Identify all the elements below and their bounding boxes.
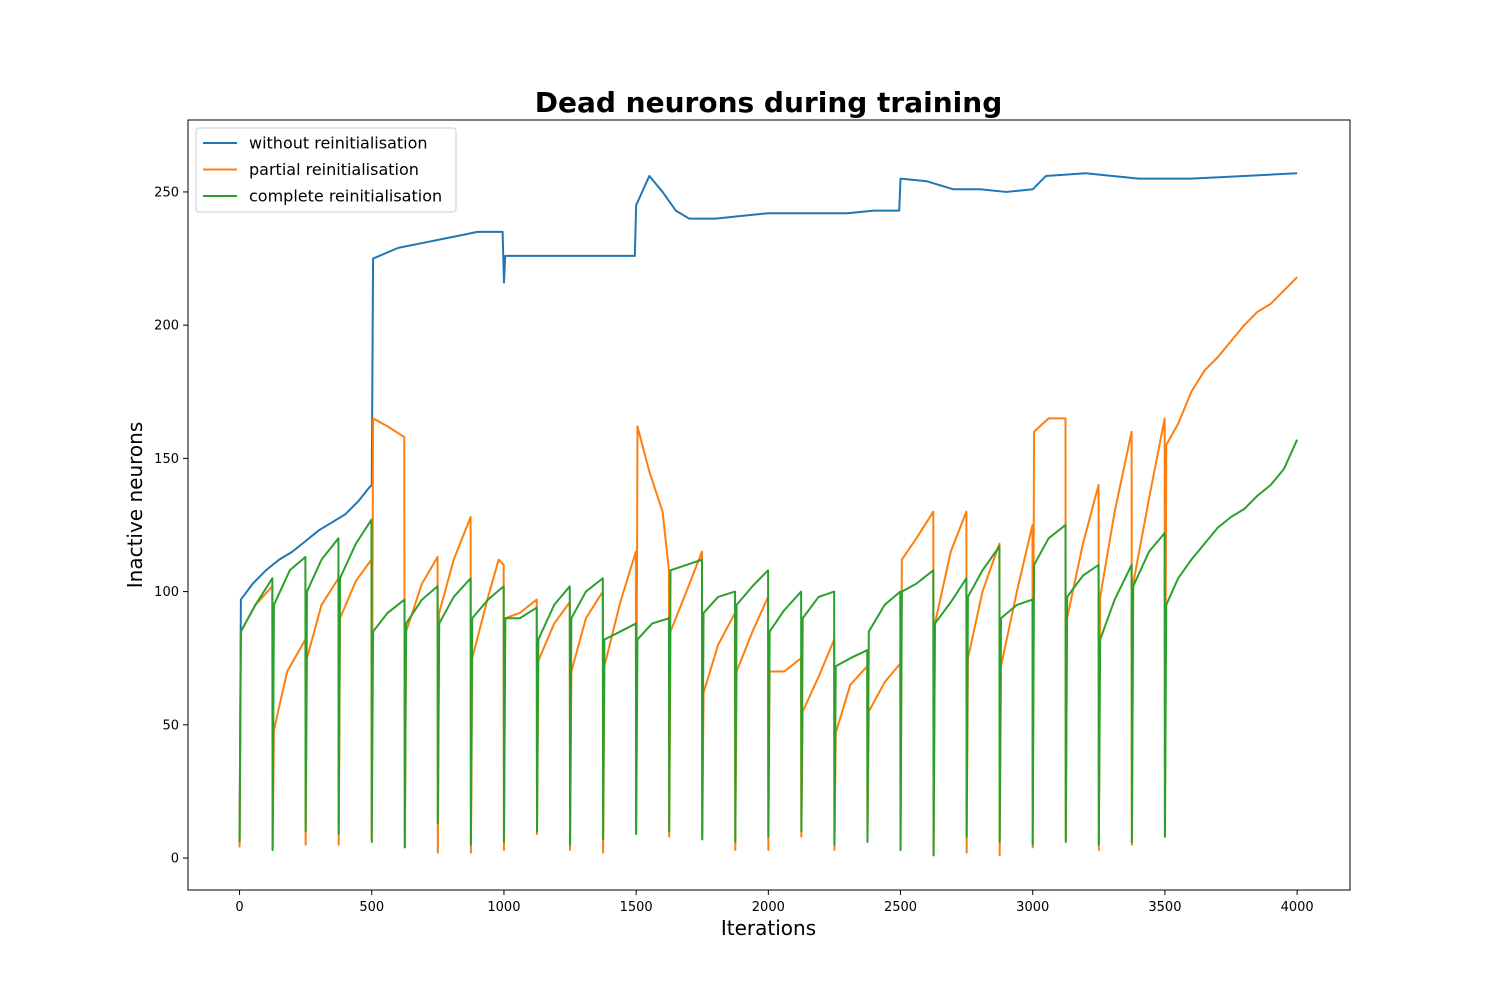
x-tick-label: 1000 [487,900,520,915]
y-tick-label: 150 [154,452,179,467]
y-tick-label: 0 [171,852,179,867]
x-tick-label: 4000 [1281,900,1314,915]
y-tick-label: 250 [154,185,179,200]
series-line-1 [238,172,1298,845]
x-tick-label: 2500 [884,900,917,915]
x-tick-label: 2000 [752,900,785,915]
y-tick-label: 50 [162,718,179,733]
x-tick-label: 1500 [620,900,653,915]
x-tick-label: 0 [235,900,243,915]
series-layer [238,172,1299,857]
plot-area-frame [187,119,1351,891]
legend: without reinitialisation partial reinitia… [195,127,457,213]
legend-frame [195,127,457,213]
x-axis: 0 500 1000 1500 2000 2500 3000 3500 4000 [235,890,1314,915]
legend-label-1: without reinitialisation [249,134,428,153]
y-tick-label: 200 [154,319,179,334]
chart-title: Dead neurons during training [535,86,1002,119]
x-axis-label: Iterations [721,916,816,940]
x-tick-label: 3500 [1148,900,1181,915]
y-tick-label: 100 [154,585,179,600]
legend-label-3: complete reinitialisation [249,187,442,206]
x-tick-label: 500 [359,900,384,915]
legend-label-2: partial reinitialisation [249,160,419,179]
series-line-3 [238,439,1299,857]
y-axis-label: Inactive neurons [123,422,147,589]
x-tick-label: 3000 [1016,900,1049,915]
y-axis: 0 50 100 150 200 250 [154,185,188,867]
